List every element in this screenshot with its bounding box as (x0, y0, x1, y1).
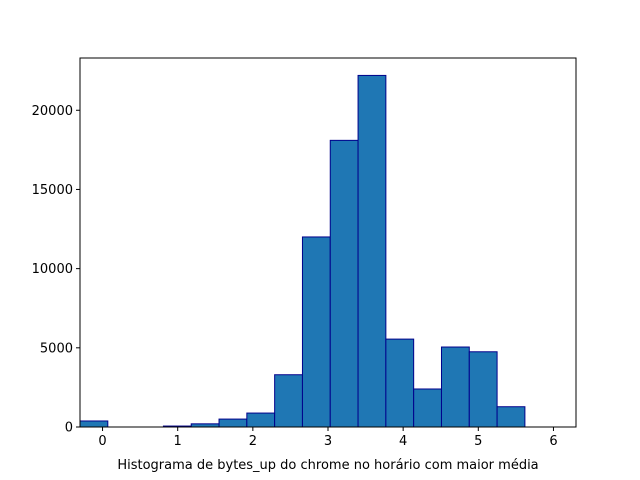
y-tick-label: 5000 (40, 341, 73, 356)
y-tick-label: 10000 (32, 262, 73, 277)
histogram-bar-12 (413, 388, 442, 428)
x-tick-label: 1 (174, 434, 182, 449)
histogram-bar-15 (496, 406, 526, 428)
histogram-bar-5 (218, 418, 248, 428)
x-tick-label: 4 (399, 434, 407, 449)
y-axis-ticks: 0 5000 10000 15000 20000 (32, 104, 80, 436)
x-tick-label: 2 (249, 434, 257, 449)
histogram-bar-10 (357, 74, 387, 428)
y-tick-label: 15000 (32, 183, 73, 198)
histogram-bar-14 (468, 351, 498, 428)
x-tick-label: 6 (549, 434, 557, 449)
histogram-bar-0 (79, 420, 109, 428)
histogram-bar-8 (301, 236, 331, 428)
histogram-bar-6 (246, 412, 276, 428)
histogram-bar-7 (274, 374, 303, 428)
y-tick-label: 20000 (32, 104, 73, 119)
histogram-bar-11 (385, 338, 415, 428)
x-tick-label: 3 (324, 434, 332, 449)
x-axis-label: Histograma de bytes_up do chrome no horá… (117, 458, 538, 473)
x-axis-ticks: 0 1 2 3 4 5 6 (98, 427, 558, 449)
histogram-bars (79, 74, 526, 428)
y-tick-label: 0 (65, 421, 73, 436)
x-tick-label: 0 (98, 434, 106, 449)
histogram-bar-13 (440, 346, 470, 428)
histogram-bar-9 (329, 139, 359, 428)
x-tick-label: 5 (474, 434, 482, 449)
